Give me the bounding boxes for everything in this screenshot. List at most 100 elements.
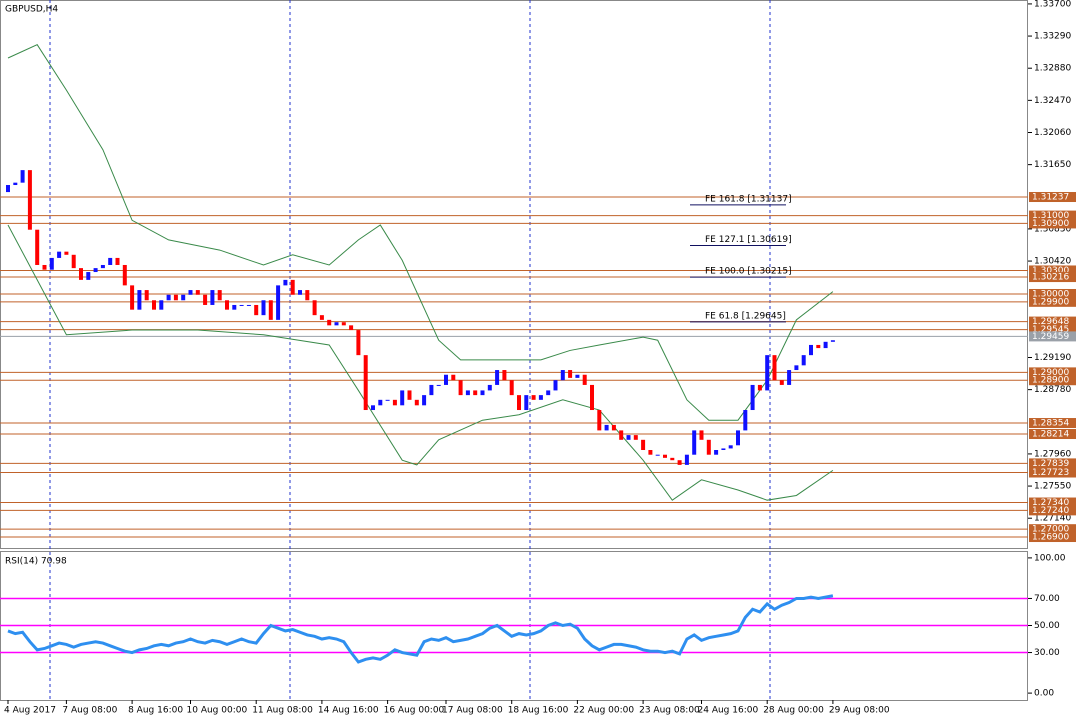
fe-label: FE 127.1 [1.30619] <box>705 235 792 245</box>
candle-body <box>677 460 682 465</box>
candle-body <box>531 395 536 400</box>
candle-body <box>130 285 135 310</box>
level-label: 1.28900 <box>1032 376 1069 386</box>
level-label: 1.30216 <box>1032 273 1069 283</box>
level-box <box>1029 497 1076 508</box>
x-tick-label: 23 Aug 08:00 <box>639 706 700 716</box>
candle-body <box>597 410 602 431</box>
candle-body <box>787 370 792 385</box>
level-label: 1.27839 <box>1032 459 1069 469</box>
candle-body <box>553 380 558 391</box>
candle-body <box>407 390 412 400</box>
candle-body <box>42 264 47 270</box>
candle-body <box>692 430 697 455</box>
candle-body <box>188 290 193 295</box>
candle-body <box>641 439 646 451</box>
candle-body <box>487 384 492 391</box>
candle-body <box>261 300 266 316</box>
y-tick-label: 100.00 <box>1034 553 1066 563</box>
candle-body <box>246 304 251 306</box>
candle-body <box>283 279 288 286</box>
candle-body <box>64 251 69 255</box>
candle-body <box>400 390 405 406</box>
candle-body <box>232 304 237 310</box>
price-panel <box>0 0 1028 549</box>
candle-body <box>604 424 609 431</box>
candle-body <box>152 300 156 310</box>
level-box <box>1029 418 1076 429</box>
level-box <box>1029 218 1076 229</box>
candle-body <box>633 435 638 440</box>
candle-body <box>195 290 200 295</box>
y-tick-label: 1.32470 <box>1034 96 1071 106</box>
candle-body <box>378 399 383 406</box>
level-label: 1.29000 <box>1032 368 1069 378</box>
current-price-box <box>1029 331 1076 342</box>
candle-body <box>743 410 748 431</box>
candle-body <box>663 454 667 458</box>
candle-body <box>830 340 835 342</box>
candle-body <box>144 290 149 301</box>
candle-body <box>517 395 521 411</box>
y-tick-label: 70.00 <box>1034 594 1060 604</box>
candle-body <box>13 182 18 186</box>
candle-body <box>312 300 317 316</box>
rsi-line <box>7 594 834 664</box>
band-lower <box>7 224 834 501</box>
candle-body <box>736 430 740 446</box>
candle-body <box>611 424 616 431</box>
candle-body <box>575 374 580 378</box>
fe-label: FE 161.8 [1.31137] <box>705 194 792 204</box>
band-upper <box>7 44 834 421</box>
x-tick-label: 28 Aug 00:00 <box>763 706 824 716</box>
candle-body <box>560 370 565 381</box>
candle-body <box>809 344 813 356</box>
x-tick-label: 18 Aug 16:00 <box>508 706 569 716</box>
candle-body <box>49 257 54 270</box>
x-tick-label: 14 Aug 16:00 <box>318 706 379 716</box>
candle-body <box>546 390 551 396</box>
candle-body <box>458 380 463 396</box>
candle-body <box>495 370 500 385</box>
fe-label: FE 100.0 [1.30215] <box>705 267 792 277</box>
rsi-title: RSI(14) 70.98 <box>5 557 67 567</box>
candle-body <box>349 325 354 331</box>
x-tick-label: 11 Aug 08:00 <box>252 706 313 716</box>
y-tick-label: 1.31650 <box>1034 160 1071 170</box>
candle-body <box>429 384 434 396</box>
level-box <box>1029 532 1076 543</box>
fe-label: FE 61.8 [1.29645] <box>705 311 786 321</box>
y-tick-label: 1.28780 <box>1034 385 1071 395</box>
candle-body <box>79 268 83 280</box>
x-tick-label: 24 Aug 16:00 <box>698 706 759 716</box>
candle-body <box>436 384 441 386</box>
level-label: 1.27340 <box>1032 498 1069 508</box>
level-label: 1.29900 <box>1032 297 1069 307</box>
x-tick-label: 7 Aug 08:00 <box>62 706 117 716</box>
level-label: 1.27000 <box>1032 525 1069 535</box>
candle-body <box>480 390 485 396</box>
candle-body <box>414 399 419 406</box>
level-box <box>1029 458 1076 469</box>
level-box <box>1029 210 1076 221</box>
level-label: 1.30000 <box>1032 289 1069 299</box>
candle-body <box>268 300 273 320</box>
level-box <box>1029 524 1076 535</box>
level-box <box>1029 467 1076 478</box>
candle-body <box>254 304 259 316</box>
y-tick-label: 1.30830 <box>1034 224 1071 234</box>
candle-body <box>327 319 332 326</box>
x-tick-label: 29 Aug 08:00 <box>829 706 890 716</box>
candle-body <box>392 399 397 406</box>
candle-body <box>334 322 339 326</box>
y-tick-label: 1.30420 <box>1034 257 1071 267</box>
candle-body <box>772 355 777 381</box>
level-label: 1.31237 <box>1032 193 1069 203</box>
candle-body <box>341 322 346 326</box>
level-box <box>1029 367 1076 378</box>
candle-body <box>290 279 295 295</box>
y-tick-label: 1.27960 <box>1034 449 1071 459</box>
level-box <box>1029 288 1076 299</box>
candle-body <box>115 257 120 265</box>
candle-body <box>765 355 770 391</box>
